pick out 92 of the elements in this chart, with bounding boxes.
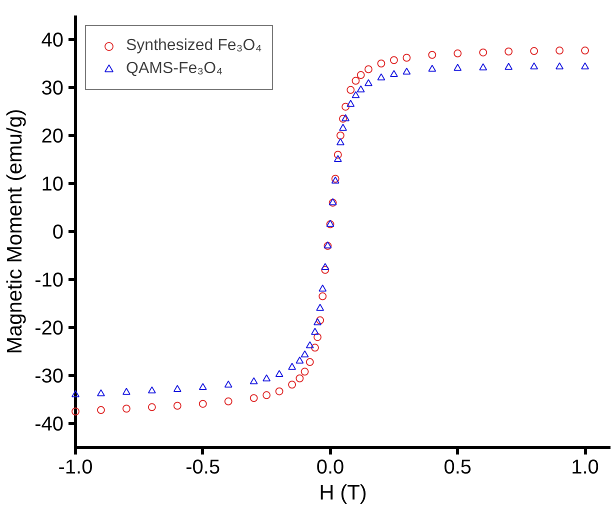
y-tick-label: -40: [34, 414, 64, 436]
point: [318, 292, 327, 300]
x-tick-label: -1.0: [58, 456, 93, 478]
point: [250, 394, 258, 402]
point: [122, 388, 130, 395]
y-tick-label: 10: [41, 174, 64, 196]
point: [530, 62, 538, 70]
y-tick-label: 0: [52, 222, 64, 244]
point: [262, 374, 271, 382]
point: [288, 362, 296, 370]
point: [321, 266, 330, 274]
point: [316, 316, 324, 324]
point: [556, 62, 564, 70]
point: [334, 154, 342, 162]
point: [314, 318, 322, 326]
point: [479, 63, 488, 70]
point: [275, 370, 284, 378]
point: [390, 70, 398, 78]
point: [342, 102, 350, 111]
legend-label: Synthesized Fe₃O₄: [126, 37, 262, 55]
y-tick-label: 40: [41, 30, 64, 52]
point: [148, 403, 156, 412]
point: [428, 64, 436, 72]
point: [316, 304, 324, 311]
point: [377, 60, 386, 68]
point: [346, 100, 355, 107]
point: [306, 341, 314, 348]
point: [342, 114, 350, 122]
point: [122, 404, 130, 413]
point: [356, 85, 365, 92]
point: [173, 402, 182, 410]
point: [479, 48, 488, 56]
point: [339, 124, 347, 131]
point: [198, 400, 207, 408]
point: [556, 46, 564, 55]
point: [581, 62, 590, 70]
y-tick-label: 20: [41, 126, 64, 148]
point: [296, 356, 304, 364]
legend-label: QAMS-Fe₃O₄: [126, 60, 223, 78]
y-tick-label: -20: [34, 318, 64, 340]
point: [428, 50, 436, 59]
point: [321, 262, 330, 270]
point: [275, 387, 284, 396]
point: [72, 408, 80, 416]
point: [504, 62, 513, 70]
point: [336, 132, 344, 140]
point: [148, 386, 156, 394]
point: [310, 344, 319, 352]
point: [318, 284, 327, 292]
x-tick-label: 0.5: [444, 456, 472, 478]
point: [356, 71, 365, 80]
point: [346, 86, 355, 94]
point: [454, 49, 462, 58]
point: [364, 79, 372, 86]
point: [224, 380, 232, 388]
point: [300, 368, 309, 376]
x-tick-label: -0.5: [186, 456, 220, 478]
point: [314, 333, 322, 342]
point: [352, 76, 360, 85]
point: [454, 64, 462, 71]
point: [336, 138, 344, 146]
point: [310, 328, 319, 335]
point: [262, 391, 271, 400]
y-tick-label: -30: [34, 366, 64, 388]
point: [581, 46, 590, 55]
point: [96, 406, 105, 414]
point: [250, 377, 258, 384]
point: [288, 380, 296, 389]
point: [377, 73, 386, 80]
y-tick-label: -10: [34, 270, 64, 292]
point: [364, 65, 372, 74]
point: [224, 397, 232, 406]
point: [173, 384, 182, 392]
y-tick-label: 30: [41, 78, 64, 100]
point: [504, 48, 513, 56]
point: [198, 382, 207, 390]
point: [390, 56, 398, 64]
point: [352, 91, 360, 98]
point: [334, 150, 342, 159]
point: [296, 374, 304, 382]
point: [300, 350, 309, 358]
point: [402, 68, 411, 75]
x-axis-title: H (T): [319, 482, 367, 504]
x-tick-label: 1.0: [571, 456, 599, 478]
point: [530, 47, 538, 56]
point: [72, 390, 80, 398]
point: [306, 358, 314, 366]
y-axis-title: Magnetic Moment (emu/g): [4, 108, 27, 354]
x-tick-label: 0.0: [316, 456, 344, 478]
point: [339, 114, 347, 123]
point: [96, 389, 105, 396]
point: [402, 54, 411, 62]
